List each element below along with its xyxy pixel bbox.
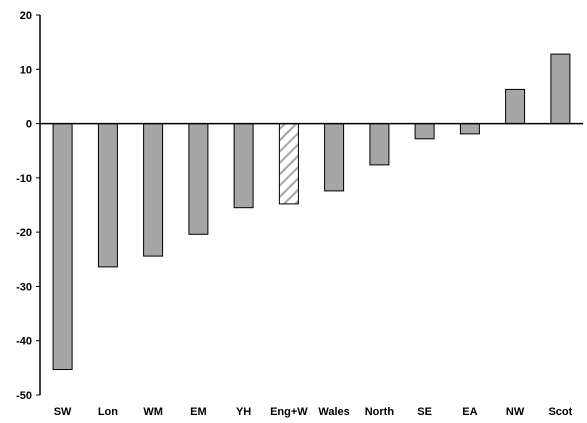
axes-group [36,14,583,396]
category-labels: SW Lon WM EM YH Eng+W Wales North SE EA NW Scot [54,406,573,418]
category-label: Wales [318,406,349,418]
bar-eng-w [278,123,299,205]
bar-north [369,123,390,166]
bar-wm [143,123,164,257]
category-label: SE [417,406,432,418]
category-label: Eng+W [270,406,308,418]
category-label: EA [462,406,477,418]
y-tick-label: 0 [26,119,32,131]
bar-lon [97,123,118,268]
y-tick-labels: 20 10 0 -10 -20 -30 -40 -50 [16,10,32,402]
bar-ea [459,123,480,135]
category-label: Scot [548,406,572,418]
y-tick-label: -10 [16,173,32,185]
category-label: YH [236,406,251,418]
bars-group [52,53,571,370]
category-label: EM [190,406,207,418]
y-tick-label: 20 [20,10,32,22]
category-label: WM [143,406,163,418]
category-label: North [365,406,395,418]
bar-nw [505,88,526,125]
bar-wales [324,123,345,192]
bar-sw [52,123,73,370]
y-tick-label: -30 [16,281,32,293]
y-tick-label: -20 [16,227,32,239]
y-tick-label: -50 [16,390,32,402]
bar-se [414,123,435,140]
bar-yh [233,123,254,209]
y-tick-label: 10 [20,64,32,76]
bar-scot [550,53,571,125]
category-label: NW [506,406,525,418]
bar-em [188,123,209,235]
y-tick-label: -40 [16,336,32,348]
category-label: SW [54,406,72,418]
category-label: Lon [98,406,118,418]
